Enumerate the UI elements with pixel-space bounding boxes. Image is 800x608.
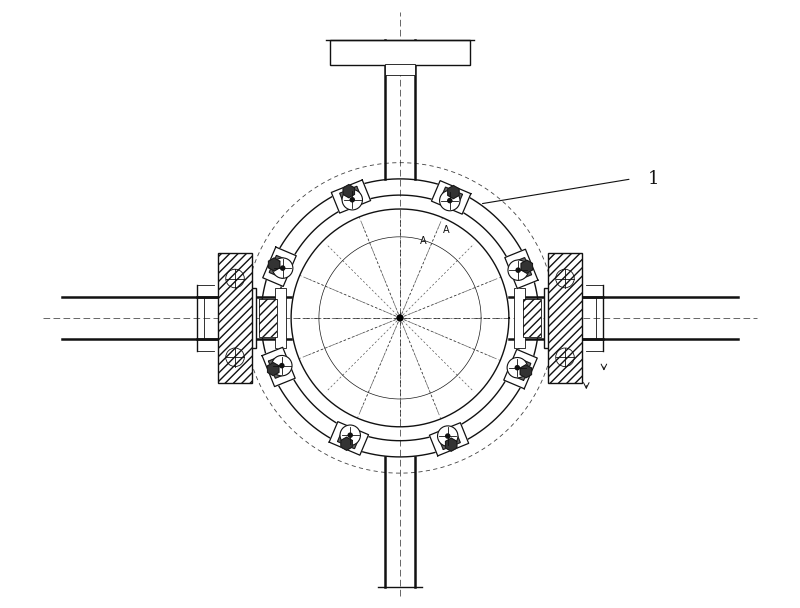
Circle shape [272, 356, 292, 376]
Circle shape [342, 190, 362, 210]
Polygon shape [440, 187, 462, 208]
Circle shape [439, 190, 460, 211]
Circle shape [447, 198, 453, 203]
Polygon shape [446, 438, 457, 451]
Circle shape [350, 197, 355, 202]
Polygon shape [262, 247, 296, 286]
Polygon shape [504, 350, 538, 389]
Polygon shape [343, 185, 354, 198]
Polygon shape [270, 255, 290, 278]
Polygon shape [341, 437, 352, 451]
Polygon shape [438, 429, 460, 449]
Polygon shape [448, 185, 459, 199]
Polygon shape [510, 358, 530, 381]
Polygon shape [269, 258, 280, 271]
Bar [523, 299, 542, 337]
Polygon shape [520, 365, 531, 378]
Bar [514, 288, 525, 348]
Polygon shape [511, 258, 531, 280]
Polygon shape [340, 187, 362, 207]
Polygon shape [505, 249, 538, 288]
Bar [275, 288, 286, 348]
Polygon shape [331, 180, 370, 213]
Bar [258, 299, 277, 337]
Polygon shape [268, 362, 279, 376]
Polygon shape [431, 181, 471, 214]
Polygon shape [430, 423, 469, 456]
Polygon shape [269, 356, 289, 378]
Bar [240, 288, 256, 348]
Bar [523, 299, 542, 337]
Bar [544, 288, 560, 348]
Circle shape [445, 434, 450, 439]
Circle shape [508, 260, 528, 280]
Bar [330, 40, 470, 65]
Bar [548, 253, 582, 383]
Polygon shape [262, 347, 295, 387]
Circle shape [273, 258, 293, 278]
Circle shape [438, 426, 458, 446]
Circle shape [279, 363, 285, 368]
Bar [548, 253, 582, 383]
Bar [385, 64, 415, 75]
Polygon shape [338, 428, 360, 449]
Circle shape [396, 314, 404, 322]
Circle shape [514, 365, 520, 370]
Circle shape [280, 265, 286, 271]
Bar [218, 253, 252, 383]
Text: 1: 1 [648, 170, 659, 188]
Polygon shape [329, 422, 369, 455]
Text: A: A [443, 225, 450, 235]
Polygon shape [521, 260, 532, 273]
Circle shape [340, 425, 361, 446]
Circle shape [515, 268, 521, 273]
Circle shape [347, 432, 353, 438]
Text: A: A [420, 237, 426, 246]
Bar [218, 253, 252, 383]
Circle shape [507, 358, 527, 378]
Bar [258, 299, 277, 337]
